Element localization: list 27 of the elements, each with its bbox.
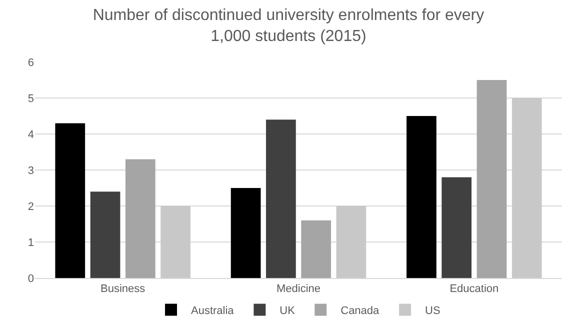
bar (90, 192, 120, 278)
y-tick-label: 1 (28, 236, 34, 249)
x-tick-label: Business (100, 283, 146, 296)
x-tick-label: Education (450, 283, 499, 296)
y-tick-label: 6 (28, 56, 34, 69)
legend-label: UK (280, 305, 296, 318)
bar (301, 220, 331, 278)
legend-label: Australia (191, 305, 235, 318)
y-tick-label: 4 (28, 128, 34, 141)
bar (476, 80, 507, 278)
legend-label: Canada (340, 305, 380, 318)
y-tick-label: 0 (28, 272, 34, 285)
bar (230, 188, 261, 278)
y-tick-label: 2 (28, 200, 34, 213)
x-tick-label: Medicine (276, 283, 321, 296)
chart-title: Number of discontinued university enrolments for every 1,000 students (2015) (92, 7, 484, 45)
y-tick-label: 3 (28, 164, 34, 177)
legend-label: US (425, 305, 440, 318)
bar (442, 177, 472, 278)
bar (336, 206, 366, 278)
bar (55, 123, 86, 278)
bar (406, 116, 436, 278)
y-tick-label: 5 (28, 92, 34, 105)
bar (266, 120, 296, 278)
bar (125, 159, 156, 278)
bar (160, 206, 190, 278)
bar (512, 98, 542, 278)
